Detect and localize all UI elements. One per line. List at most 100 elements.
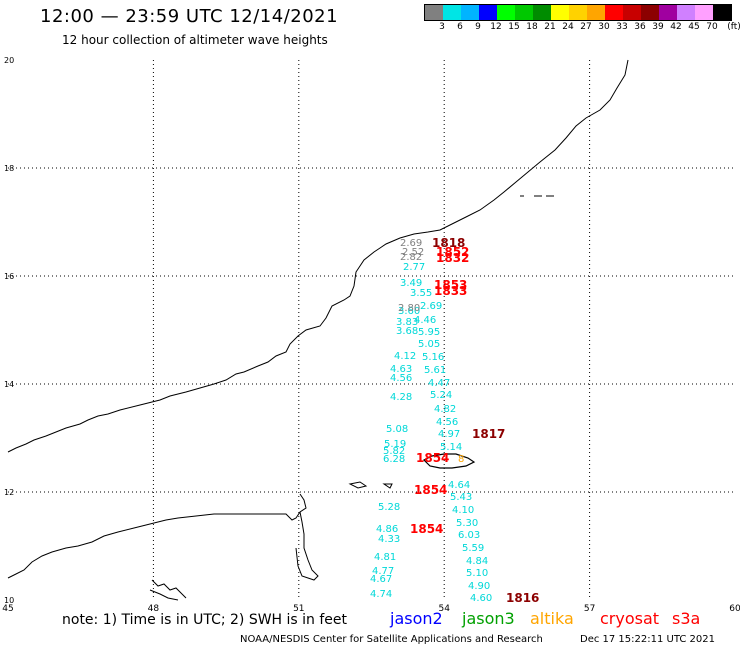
lat-tick-label: 12 <box>4 488 14 497</box>
color-swatch <box>551 5 569 20</box>
color-swatch <box>425 5 443 20</box>
wave-height-label: 2.80 <box>398 303 420 314</box>
wave-height-label: 5.05 <box>418 339 440 350</box>
wave-height-label: 4.97 <box>438 429 460 440</box>
color-swatch <box>587 5 605 20</box>
color-swatch <box>641 5 659 20</box>
map-subtitle: 12 hour collection of altimeter wave hei… <box>62 33 328 47</box>
legend-s3a: s3a <box>672 609 701 628</box>
wave-height-label: 5.14 <box>440 442 462 453</box>
wave-height-label: 2.77 <box>403 262 425 273</box>
wave-height-label: 2.69 <box>400 238 422 249</box>
legend-cryosat: cryosat <box>600 609 660 628</box>
socotra-island <box>422 453 476 469</box>
time-label: 1832 <box>436 251 469 265</box>
wave-height-label: 6.03 <box>458 530 480 541</box>
lon-tick-label: 45 <box>2 604 13 614</box>
lat-tick-label: 18 <box>4 164 14 173</box>
observation-labels: 2.773.493.552.693.604.463.833.68 5.955.05… <box>370 236 539 605</box>
wave-height-label: 6.28 <box>383 454 405 465</box>
color-swatch <box>695 5 713 20</box>
lat-tick-label: 16 <box>4 272 14 281</box>
map-title: 12:00 — 23:59 UTC 12/14/2021 <box>40 6 339 27</box>
color-swatch <box>461 5 479 20</box>
credit-text: NOAA/NESDIS Center for Satellite Applica… <box>240 634 543 645</box>
wave-height-label: 2.82 <box>400 252 422 263</box>
island-small-2 <box>382 483 393 489</box>
legend-jason3: jason3 <box>462 609 515 628</box>
wave-height-label: 4.77 <box>372 566 394 577</box>
color-scale-label: 33 <box>616 22 628 32</box>
color-swatch <box>533 5 551 20</box>
lat-tick-label: 10 <box>4 596 14 605</box>
wave-height-label: 4.12 <box>394 351 416 362</box>
time-label: 1818 <box>432 236 465 250</box>
lon-tick-label: 48 <box>148 604 160 614</box>
wave-height-label: 3.68 <box>396 326 418 337</box>
lon-tick-label: 54 <box>438 604 450 614</box>
lat-lon-grid <box>8 60 735 600</box>
island-small-1 <box>348 481 368 489</box>
wave-height-label: 4.63 <box>390 364 412 375</box>
time-label: 1833 <box>434 284 467 298</box>
wave-height-label: 4.90 <box>468 581 490 592</box>
legend-jason2: jason2 <box>390 609 443 628</box>
wave-height-label: 5.10 <box>466 568 488 579</box>
color-scale-label: 42 <box>670 22 682 32</box>
wave-height-label: 3.49 <box>400 278 422 289</box>
wave-height-label: 3.60 <box>398 306 420 317</box>
legend-altika: altika <box>530 609 574 628</box>
color-scale-bar <box>424 4 732 21</box>
color-swatch <box>713 5 731 20</box>
coastline-mainland <box>7 59 629 453</box>
lat-tick-label: 14 <box>4 380 14 389</box>
color-scale-label: 30 <box>598 22 610 32</box>
color-swatch <box>605 5 623 20</box>
color-scale-label: 24 <box>562 22 574 32</box>
wave-height-label: 4.56 <box>390 373 412 384</box>
color-swatch <box>677 5 695 20</box>
color-scale-label: 3 <box>439 22 445 32</box>
wave-height-label: 5.95 <box>418 327 440 338</box>
wave-height-label: 3.55 <box>410 288 432 299</box>
wave-height-label: 5.08 <box>386 424 408 435</box>
coastline-yemen-south <box>7 493 307 579</box>
time-label: 1852 <box>436 245 469 259</box>
wave-height-label: 3.83 <box>396 317 418 328</box>
wave-height-label: 4.60 <box>470 593 492 604</box>
color-scale-label: 6 <box>457 22 463 32</box>
altika-marker: 8 <box>458 454 464 465</box>
color-scale-label: 9 <box>475 22 481 32</box>
color-swatch <box>515 5 533 20</box>
color-swatch <box>569 5 587 20</box>
wave-height-label: 5.61 <box>424 365 446 376</box>
legend-note: note: 1) Time is in UTC; 2) SWH is in fe… <box>62 612 348 628</box>
wave-height-label: 4.74 <box>370 589 392 600</box>
wave-height-label: 4.10 <box>452 505 474 516</box>
coastline-somalia <box>149 579 187 601</box>
color-swatch <box>659 5 677 20</box>
wave-height-label: 4.33 <box>378 534 400 545</box>
wave-height-label: 4.67 <box>370 574 392 585</box>
wave-height-label: 5.43 <box>450 492 472 503</box>
wave-height-label: 4.64 <box>448 480 470 491</box>
wave-height-label: 5.59 <box>462 543 484 554</box>
wave-height-label: 5.16 <box>422 352 444 363</box>
wave-height-label: 5.28 <box>378 502 400 513</box>
time-label: 1816 <box>506 591 539 605</box>
time-label: 1853 <box>434 278 467 292</box>
wave-height-label: 4.28 <box>390 392 412 403</box>
time-label: 1817 <box>472 427 505 441</box>
color-swatch <box>479 5 497 20</box>
wave-height-label: 4.47 <box>428 378 450 389</box>
color-scale-label: (ft) <box>727 22 740 32</box>
wave-height-label: 2.69 <box>420 301 442 312</box>
color-swatch <box>623 5 641 20</box>
time-label: 1854 <box>410 522 443 536</box>
color-scale-label: 27 <box>580 22 592 32</box>
wave-height-label: 4.46 <box>414 315 436 326</box>
lon-tick-label: 57 <box>584 604 595 614</box>
